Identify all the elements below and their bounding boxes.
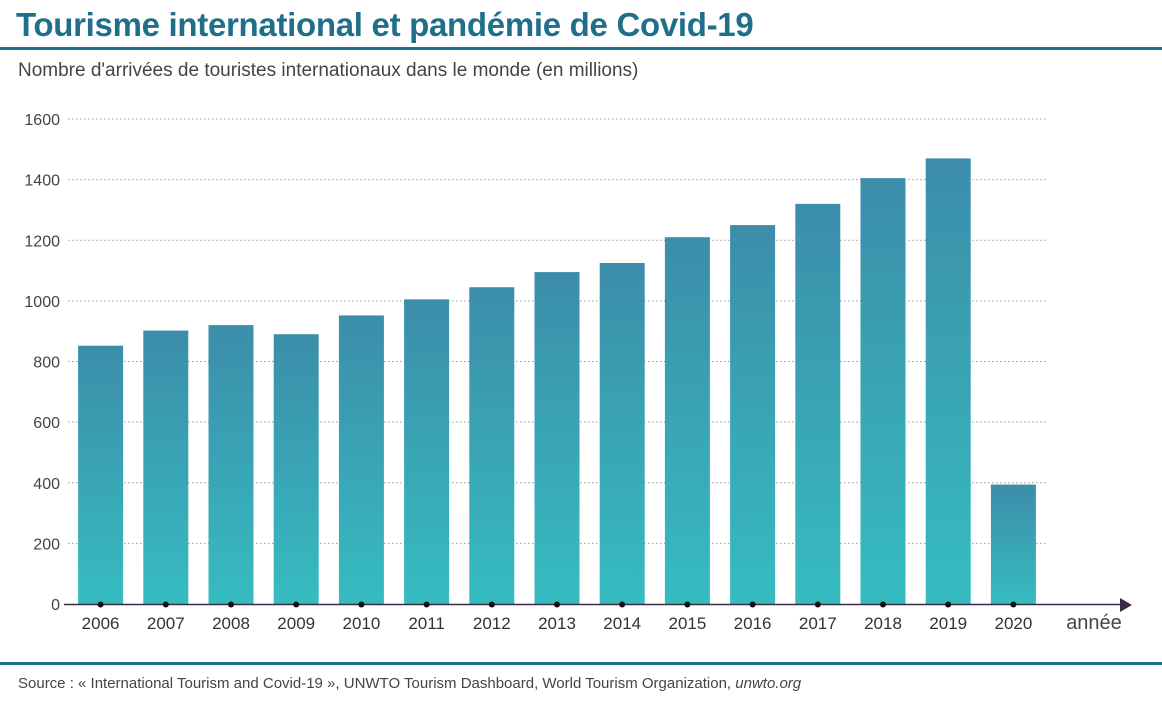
x-tick-dot	[945, 601, 952, 608]
x-tick-label: 2019	[929, 614, 967, 633]
y-tick-label: 0	[51, 597, 60, 614]
x-tick-dot	[880, 601, 886, 608]
y-tick-label: 1400	[24, 173, 60, 190]
bar-2017	[795, 203, 841, 604]
y-axis-ticks: 0 200 400 600 800 1000 1200 1400 1600	[24, 112, 60, 614]
x-tick-dot	[358, 601, 365, 608]
y-tick-label: 400	[33, 476, 60, 493]
bars	[78, 158, 1036, 604]
x-tick-dot	[228, 601, 234, 608]
source-note: Source : « International Tourism and Cov…	[18, 675, 801, 692]
y-tick-label: 600	[33, 415, 60, 432]
x-tick-label: 2012	[473, 614, 511, 633]
x-tick-label: 2008	[212, 614, 250, 633]
y-tick-label: 200	[33, 536, 60, 553]
x-tick-dot	[749, 601, 756, 608]
y-tick-label: 1600	[24, 112, 60, 129]
x-tick-dot	[293, 601, 300, 608]
x-tick-dot	[488, 601, 495, 608]
x-tick-dot	[554, 601, 560, 608]
bar-2020	[990, 484, 1036, 604]
x-axis-ticks: 2006 2007 2008 2009 2010 2011 2012 2013 2014 2015…	[82, 601, 1032, 633]
x-tick-label: 2018	[864, 614, 902, 633]
x-tick-label: 2009	[277, 614, 315, 633]
x-tick-label: 2010	[342, 614, 380, 633]
bar-2014	[599, 262, 645, 604]
bar-2010	[338, 315, 384, 604]
bar-2019	[925, 158, 971, 604]
x-tick-label: 2013	[538, 614, 576, 633]
chart-subtitle: Nombre d'arrivées de touristes internati…	[18, 60, 639, 81]
y-tick-label: 1200	[24, 233, 60, 250]
bar-2015	[664, 237, 710, 604]
x-tick-dot	[162, 601, 169, 608]
x-tick-label: 2016	[734, 614, 772, 633]
y-tick-label: 800	[33, 355, 60, 372]
x-tick-label: 2015	[668, 614, 706, 633]
x-tick-label: 2011	[408, 614, 445, 633]
chart-title: Tourisme international et pandémie de Co…	[16, 6, 754, 43]
source-link[interactable]: unwto.org	[735, 675, 802, 692]
x-tick-label: 2017	[799, 614, 837, 633]
x-axis-label: année	[1066, 612, 1122, 634]
source-text: Source : « International Tourism and Cov…	[18, 675, 736, 692]
bar-2013	[534, 272, 580, 604]
x-tick-dot	[814, 601, 821, 608]
bar-2008	[208, 325, 254, 604]
title-divider	[0, 47, 1162, 50]
x-tick-label: 2006	[82, 614, 120, 633]
bar-2007	[143, 330, 189, 604]
y-tick-label: 1000	[24, 294, 60, 311]
footer-divider	[0, 662, 1162, 665]
x-tick-dot	[1010, 601, 1017, 608]
x-tick-label: 2007	[147, 614, 185, 633]
bar-2006	[78, 345, 124, 604]
x-tick-dot	[97, 601, 104, 608]
bar-2018	[860, 178, 906, 604]
bar-2009	[273, 334, 319, 604]
x-tick-label: 2014	[603, 614, 641, 633]
x-tick-dot	[619, 601, 626, 608]
bar-2012	[469, 287, 515, 604]
bar-2011	[404, 299, 450, 604]
x-tick-label: 2020	[994, 614, 1032, 633]
bar-2016	[730, 225, 776, 604]
x-tick-dot	[423, 601, 430, 608]
x-tick-dot	[684, 601, 691, 608]
x-axis-arrow-icon	[1120, 598, 1132, 612]
